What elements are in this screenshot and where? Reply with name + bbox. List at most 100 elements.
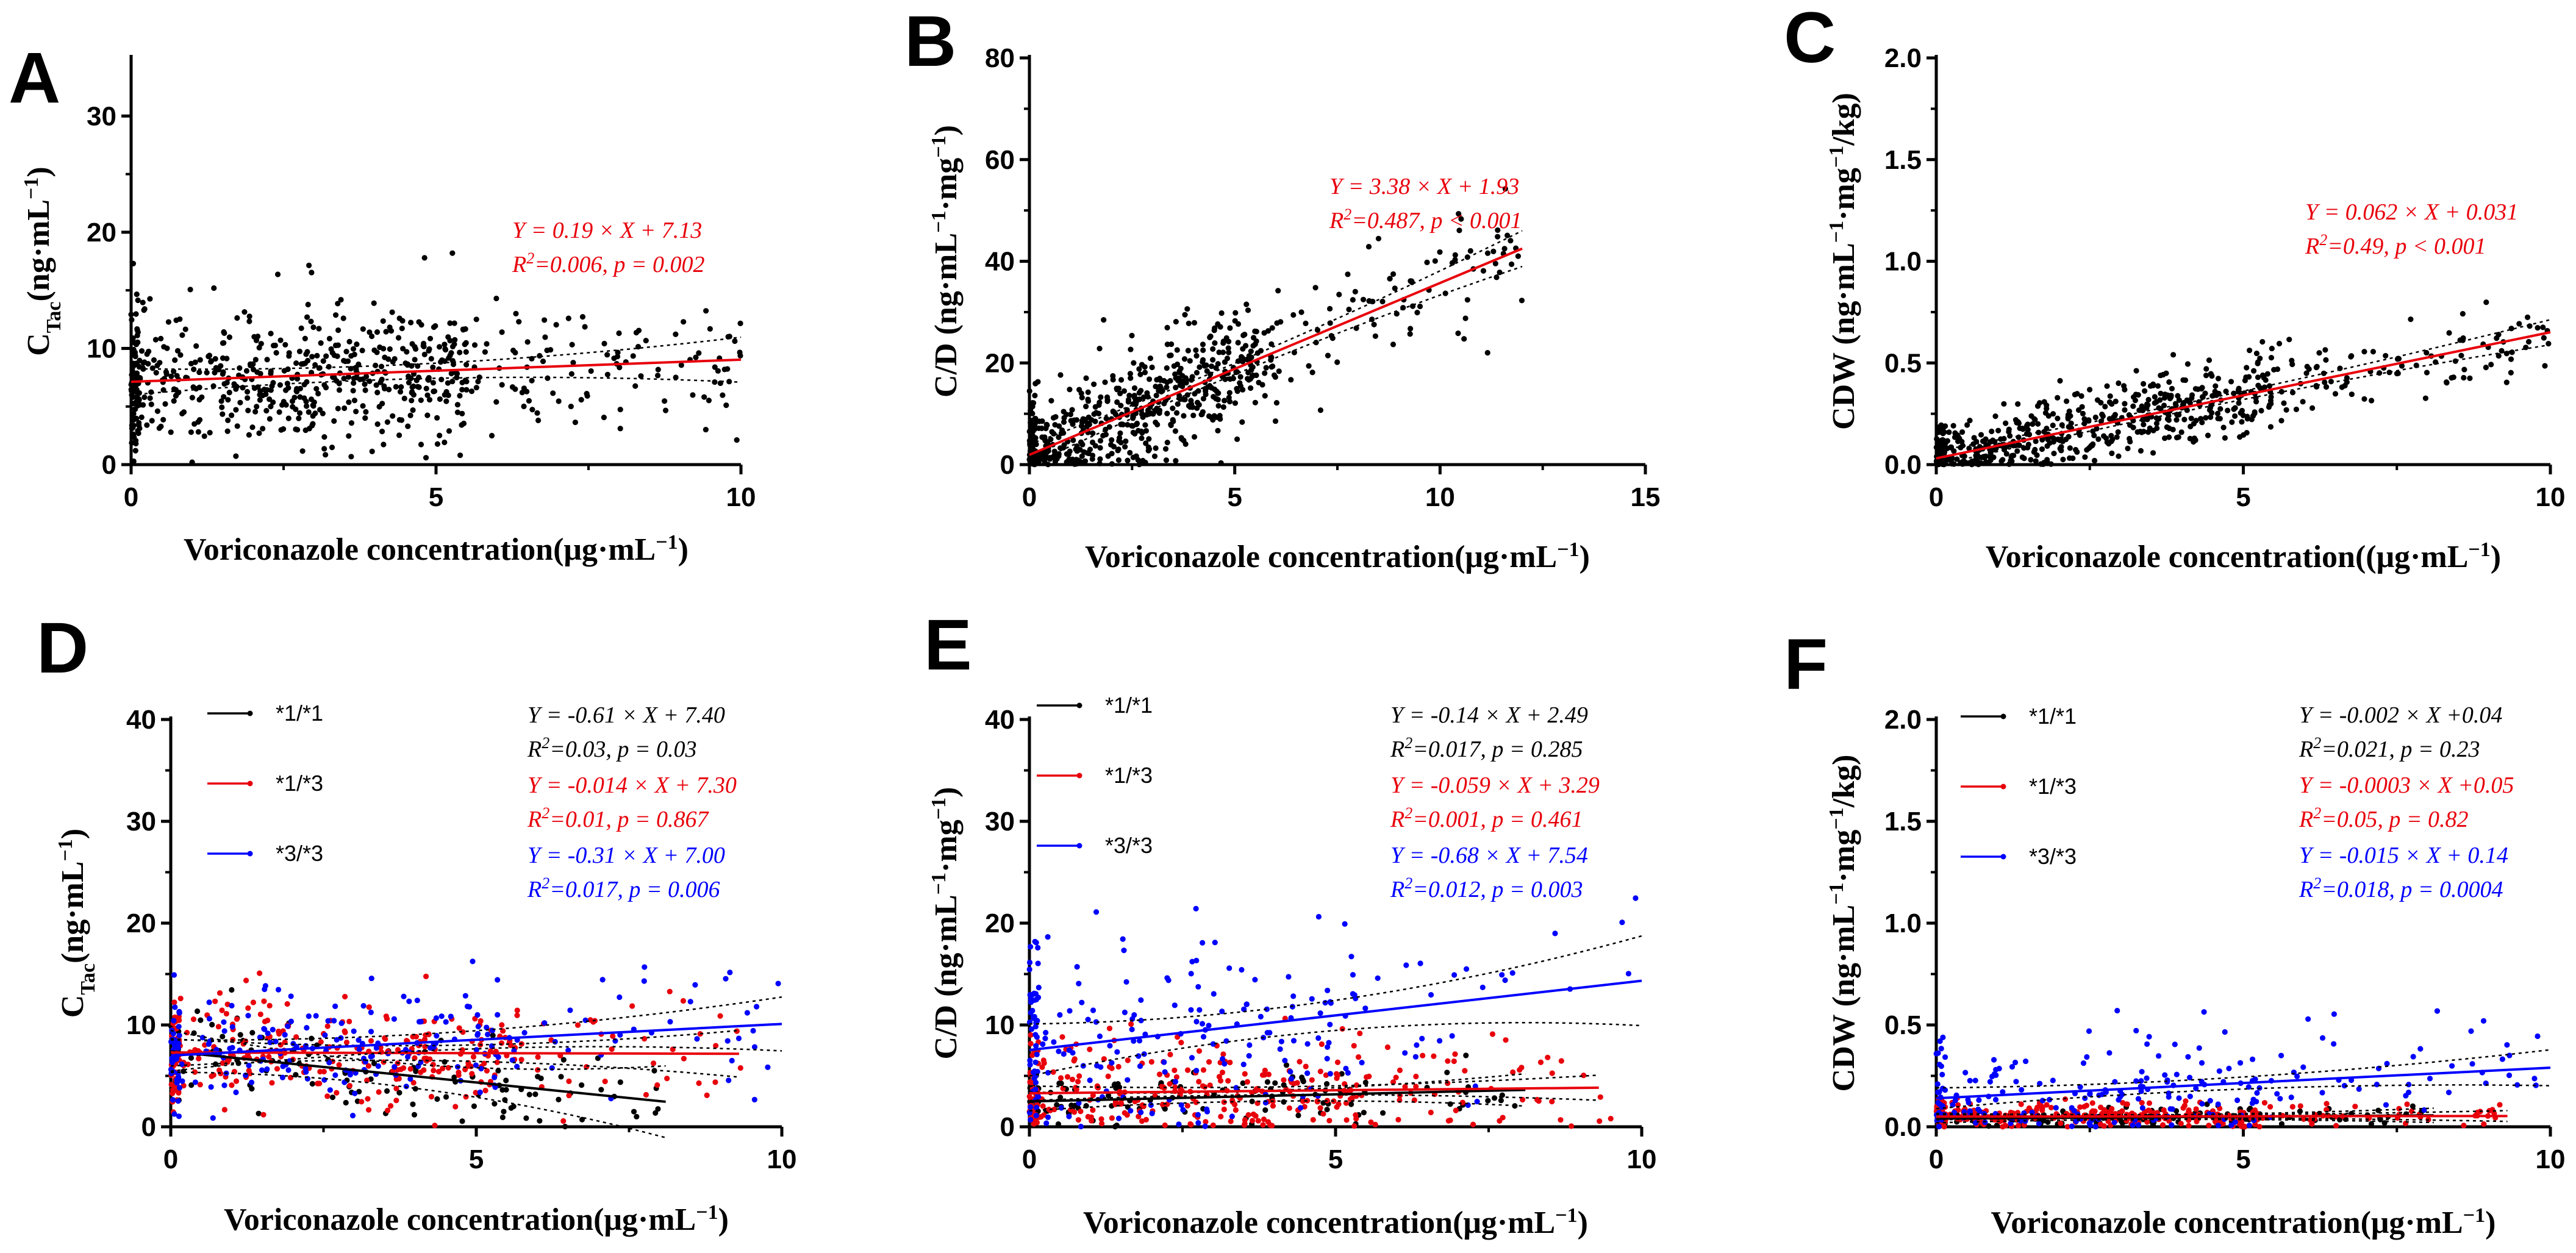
data-point [452,337,458,343]
data-point [1157,383,1163,390]
data-point [2145,429,2152,435]
data-point [1303,1063,1309,1069]
data-point [2133,391,2139,398]
data-point [1134,420,1140,427]
data-point [1994,1122,2000,1129]
data-point [448,1013,454,1019]
data-point [404,349,410,355]
data-point [2139,1105,2145,1111]
data-point [2044,402,2050,409]
data-point [246,313,252,319]
data-point [229,1082,235,1088]
data-point [427,335,434,341]
data-point [2050,411,2056,417]
r2-label: R2=0.021, p = 0.23 [2299,734,2480,763]
data-point [171,368,177,374]
data-point [1252,341,1258,348]
data-point [1148,1058,1154,1065]
data-point [2057,446,2063,452]
data-point [1962,1069,1969,1076]
data-point [1969,462,1975,468]
data-point [1147,355,1154,362]
data-point [1242,1117,1248,1123]
data-point [2019,454,2025,460]
data-point [2142,388,2148,394]
data-point [1069,1076,1076,1082]
legend-swatch-marker [1076,702,1082,709]
data-point [1068,418,1074,424]
data-point [433,1015,439,1021]
data-point [1076,1073,1082,1079]
data-point [2531,1076,2538,1082]
data-point [416,384,422,390]
data-point [2226,1065,2232,1072]
data-point [703,308,709,314]
data-point [1417,303,1423,310]
data-point [221,1028,227,1034]
y-tick-label: 1.0 [1884,247,1922,277]
data-point [1115,1081,1121,1087]
regression-fit [1936,319,2551,466]
data-point [436,344,443,350]
data-point [753,1004,760,1010]
data-point [320,358,326,364]
data-point [1273,399,1280,406]
data-point [2239,407,2245,414]
data-point [524,388,530,394]
y-tick-label: 20 [985,909,1015,938]
data-point [1252,977,1258,983]
data-point [170,1097,176,1103]
data-point [1188,1007,1194,1013]
data-point [268,404,274,410]
legend-entry: *3/*3 [1105,833,1153,858]
data-point [2080,1060,2087,1066]
data-point [2236,400,2242,406]
data-point [1278,1038,1284,1044]
data-point [408,375,414,382]
data-point [1959,461,1966,467]
data-point [1393,1074,1399,1080]
data-point [1040,1057,1046,1063]
data-point [1097,456,1103,462]
data-point [1187,1121,1193,1127]
data-point [2176,1095,2182,1101]
data-point [363,373,370,380]
data-point [1094,1083,1101,1089]
regression-line [131,358,742,384]
data-point [1277,1046,1283,1052]
data-point [315,390,321,397]
data-point [2034,452,2040,459]
data-point [1064,1074,1071,1080]
data-point [313,386,320,392]
data-point [171,999,177,1005]
data-point [332,1072,338,1078]
data-point [2300,399,2306,405]
data-point [321,1077,327,1083]
data-point [1073,1087,1079,1093]
data-point [635,344,642,350]
data-point [1267,1030,1273,1036]
data-point [315,1080,321,1087]
data-point [148,389,154,395]
data-point [499,382,505,388]
data-point [2033,458,2039,464]
data-point [368,1029,374,1035]
data-point [2157,397,2163,403]
data-point [490,1032,496,1038]
data-point [276,1029,282,1035]
data-point [456,1025,462,1031]
data-point [1508,238,1514,244]
data-point [406,379,412,386]
data-point [1309,1077,1315,1083]
data-point [1508,261,1515,267]
data-point [405,423,411,429]
data-point [2155,383,2161,389]
data-point [160,416,166,423]
data-point [221,1019,227,1025]
data-point [712,1079,718,1085]
data-point [2186,1123,2192,1129]
data-point [704,1092,710,1098]
data-point [1194,405,1200,411]
r2-label: R2=0.012, p = 0.003 [1390,874,1583,903]
data-point [406,998,412,1004]
